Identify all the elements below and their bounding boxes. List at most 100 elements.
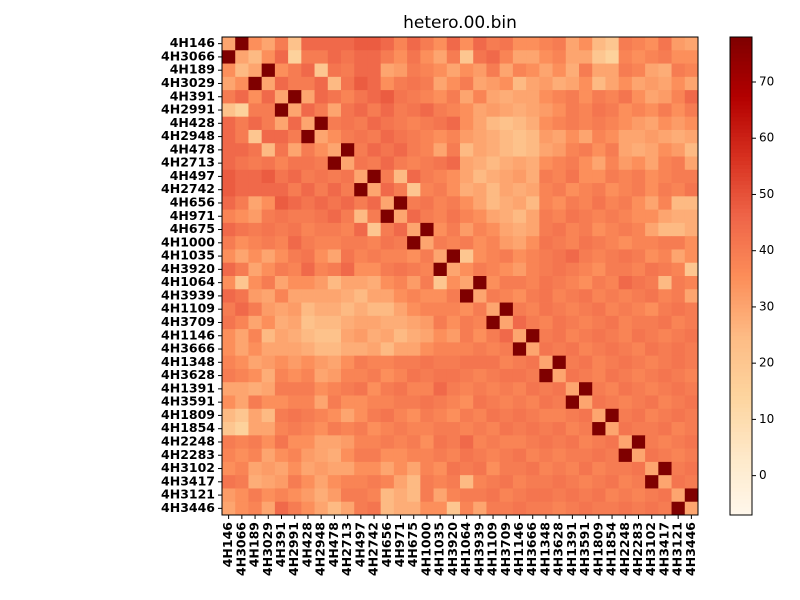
y-tick-label: 4H3446 xyxy=(161,500,215,515)
heatmap-cell xyxy=(526,302,540,317)
heatmap-cell xyxy=(341,382,355,396)
heatmap-cell xyxy=(645,196,659,211)
heatmap-cell xyxy=(274,222,289,237)
heatmap-cell xyxy=(671,435,686,450)
heatmap-cell xyxy=(684,422,699,436)
heatmap-cell xyxy=(645,501,659,516)
x-tick-label: 4H3102 xyxy=(643,522,658,576)
heatmap-cell xyxy=(512,461,527,476)
y-tick-label: 4H3029 xyxy=(161,75,215,90)
heatmap-cell xyxy=(393,156,408,171)
heatmap-cell xyxy=(433,329,448,343)
heatmap-cell xyxy=(235,475,249,489)
heatmap-cell xyxy=(671,448,686,463)
heatmap-cell xyxy=(658,435,672,450)
heatmap-cell xyxy=(380,329,395,343)
x-tick-label: 4H3666 xyxy=(524,522,539,576)
x-tick-label: 4H1064 xyxy=(458,522,473,576)
colorbar-segment xyxy=(730,279,752,285)
heatmap-cell xyxy=(499,408,514,423)
heatmap-cell xyxy=(433,475,448,489)
heatmap-cell xyxy=(380,37,395,51)
heatmap-cell xyxy=(512,222,527,237)
heatmap-cell xyxy=(684,289,699,303)
heatmap-cell xyxy=(288,183,302,197)
heatmap-cell xyxy=(261,143,276,157)
heatmap-cell xyxy=(420,276,434,290)
heatmap-cell xyxy=(645,355,659,370)
x-tick-label: 4H1109 xyxy=(485,522,500,576)
heatmap-cell xyxy=(631,395,646,410)
heatmap-cell xyxy=(552,461,567,476)
heatmap-cell xyxy=(248,90,263,104)
colorbar-segment xyxy=(730,104,752,110)
heatmap-cell xyxy=(261,355,276,370)
heatmap-cell xyxy=(671,475,686,489)
heatmap-cell xyxy=(274,236,289,250)
heatmap-cell xyxy=(407,37,421,51)
heatmap-cell xyxy=(248,169,263,184)
colorbar-segment xyxy=(730,48,752,54)
heatmap-cell xyxy=(407,395,421,410)
heatmap-cell xyxy=(565,249,580,264)
heatmap-cell xyxy=(579,382,593,396)
heatmap-cell xyxy=(579,395,593,410)
heatmap-cell xyxy=(618,196,633,211)
heatmap-cell xyxy=(446,329,461,343)
heatmap-cell xyxy=(605,488,620,503)
colorbar-segment xyxy=(730,291,752,297)
heatmap-cell xyxy=(248,315,263,330)
heatmap-cell xyxy=(446,448,461,463)
heatmap-cell xyxy=(261,262,276,277)
heatmap-cell xyxy=(433,183,448,197)
heatmap-cell xyxy=(565,143,580,157)
heatmap-cell xyxy=(261,249,276,264)
heatmap-cell xyxy=(314,236,329,250)
heatmap-cell xyxy=(433,63,448,78)
colorbar-segment xyxy=(730,315,752,321)
heatmap-cell xyxy=(354,209,368,224)
colorbar-segment xyxy=(730,447,752,452)
heatmap-cell xyxy=(605,236,620,250)
heatmap-cell xyxy=(512,422,527,436)
heatmap-cell xyxy=(420,183,434,197)
heatmap-cell xyxy=(380,63,395,78)
heatmap-cell xyxy=(235,435,249,450)
heatmap-cell xyxy=(301,461,315,476)
heatmap-cell xyxy=(631,249,646,264)
heatmap-cell xyxy=(420,435,434,450)
heatmap-cell xyxy=(486,183,501,197)
heatmap-cell xyxy=(301,501,315,516)
heatmap-cell xyxy=(222,183,236,197)
heatmap-cell xyxy=(433,236,448,250)
heatmap-cell xyxy=(288,342,302,357)
heatmap-cell xyxy=(565,408,580,423)
heatmap-cell xyxy=(499,209,514,224)
heatmap-cell xyxy=(486,156,501,171)
heatmap-cell xyxy=(499,262,514,277)
heatmap-cell xyxy=(261,50,276,64)
heatmap-cell xyxy=(222,76,236,91)
heatmap-cell xyxy=(579,276,593,290)
heatmap-cell xyxy=(354,169,368,184)
heatmap-cell xyxy=(341,76,355,91)
heatmap-cell xyxy=(222,408,236,423)
heatmap-cell xyxy=(671,501,686,516)
heatmap-cell xyxy=(354,249,368,264)
heatmap-cell xyxy=(486,302,501,317)
heatmap-cell xyxy=(288,329,302,343)
heatmap-cell xyxy=(512,435,527,450)
heatmap-cell xyxy=(460,236,474,250)
heatmap-cell xyxy=(327,408,342,423)
heatmap-cell xyxy=(684,488,699,503)
heatmap-cell xyxy=(367,448,382,463)
heatmap-cell xyxy=(605,329,620,343)
heatmap-cell xyxy=(671,382,686,396)
heatmap-cell xyxy=(684,461,699,476)
heatmap-cell xyxy=(367,129,382,144)
heatmap-cell xyxy=(367,368,382,383)
heatmap-cell xyxy=(327,475,342,489)
heatmap-cell xyxy=(354,461,368,476)
x-tick-label: 4H1854 xyxy=(604,522,619,576)
colorbar-segment xyxy=(730,208,752,213)
